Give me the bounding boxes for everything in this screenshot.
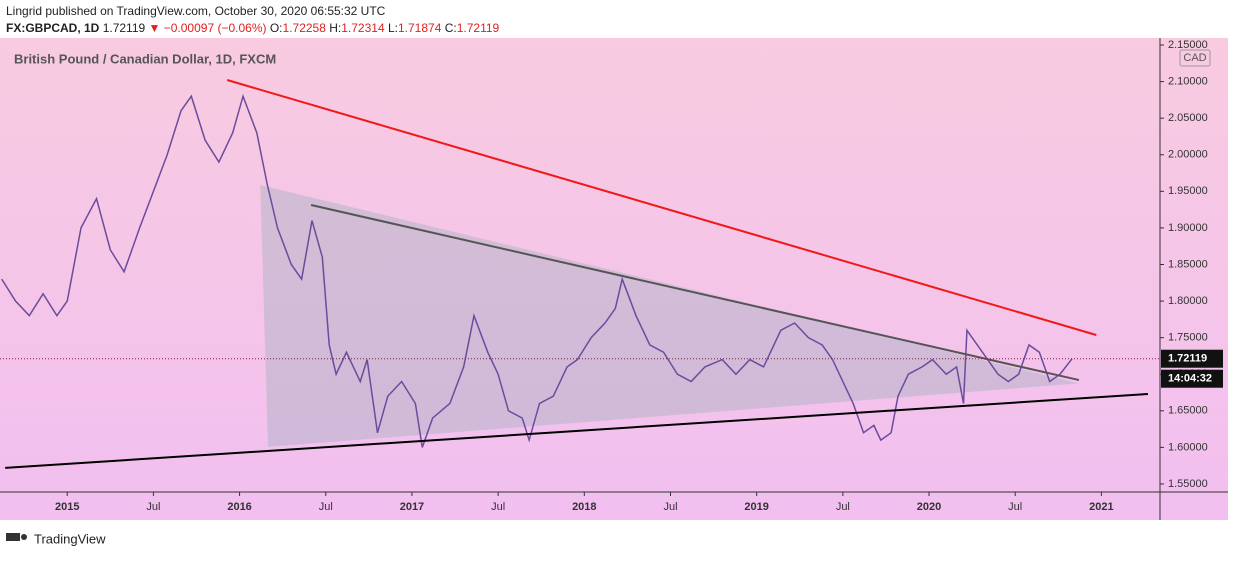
symbol-line: FX:GBPCAD, 1D 1.72119 ▼ −0.00097 (−0.06%… [6,21,500,35]
ohlc-value: 1.72314 [341,21,385,35]
last-price-label: 1.72119 [1168,353,1207,365]
x-tick-label: Jul [491,501,505,513]
brand-logo [6,533,27,541]
ohlc-label: C: [445,21,457,35]
x-tick-label: 2021 [1089,501,1113,513]
x-tick-label: Jul [146,501,160,513]
x-tick-label: Jul [836,501,850,513]
x-tick-label: 2019 [744,501,768,513]
shaded-triangle [260,184,1079,447]
y-tick-label: 1.65000 [1168,405,1208,417]
trendline [310,204,1080,382]
y-tick-label: 2.15000 [1168,39,1208,51]
y-tick-label: 2.00000 [1168,149,1208,161]
y-tick-label: 1.90000 [1168,222,1208,234]
countdown-box [1161,369,1223,388]
y-tick-label: 1.60000 [1168,441,1208,453]
countdown: 14:04:32 [1168,373,1212,385]
ohlc-value: 1.72119 [457,21,500,35]
y-tick-label: 1.95000 [1168,185,1208,197]
x-tick-label: Jul [663,501,677,513]
x-tick-label: 2016 [227,501,251,513]
price-line [1,93,1073,448]
y-tick-label: 1.85000 [1168,258,1208,270]
ohlc-label: H: [329,21,341,35]
chart-title: British Pound / Canadian Dollar, 1D, FXC… [14,51,276,66]
y-tick-label: 2.05000 [1168,112,1208,124]
trendline [5,392,1148,469]
trendline [226,79,1097,336]
y-tick-label: 1.80000 [1168,295,1208,307]
x-tick-label: 2020 [917,501,941,513]
plot-area [1,79,1148,469]
symbol: FX:GBPCAD, 1D [6,21,100,35]
ohlc-label: L: [388,21,398,35]
ohlc-value: 1.71874 [398,21,442,35]
y-tick-label: 1.55000 [1168,478,1208,490]
x-tick-label: 2017 [400,501,424,513]
ohlc-label: O: [270,21,283,35]
last-price-box [1161,349,1223,368]
last: 1.72119 [103,21,146,35]
x-tick-label: Jul [1008,501,1022,513]
x-tick-label: Jul [319,501,333,513]
change: ▼ −0.00097 (−0.06%) [149,21,267,35]
author-line: Lingrid published on TradingView.com, Oc… [6,4,386,18]
y-tick-label: 2.10000 [1168,76,1208,88]
x-tick-label: 2015 [55,501,79,513]
brand: TradingView [34,531,106,546]
ohlc-value: 1.72258 [283,21,327,35]
currency: CAD [1183,52,1206,64]
currency-box [1179,49,1211,67]
y-tick-label: 1.75000 [1168,332,1208,344]
x-tick-label: 2018 [572,501,596,513]
